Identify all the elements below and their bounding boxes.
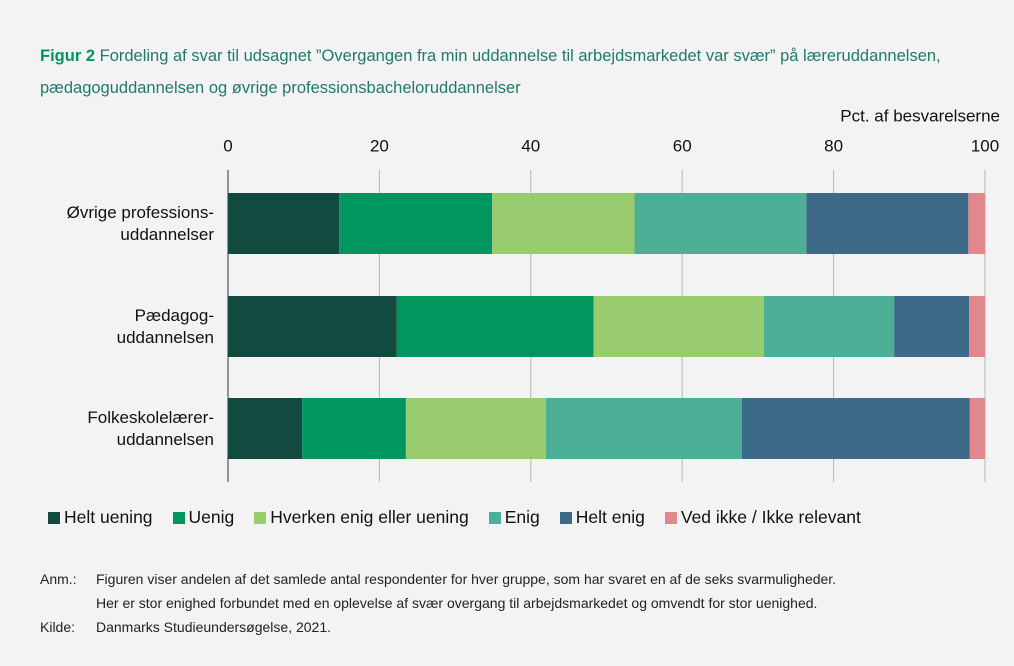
legend: Helt uening Uenig Hverken enig eller uenin… xyxy=(48,507,861,528)
note-line: Danmarks Studieundersøgelse, 2021. xyxy=(96,619,332,635)
bar-segment xyxy=(806,193,969,254)
axis-label: Pct. af besvarelserne xyxy=(840,106,1000,125)
bar-segment xyxy=(593,296,764,357)
note-label: Anm.: xyxy=(40,571,77,587)
legend-item: Ved ikke / Ikke relevant xyxy=(664,507,861,528)
legend-label: Helt enig xyxy=(575,507,645,527)
bar-segment xyxy=(968,193,985,254)
note-line: Her er stor enighed forbundet med en opl… xyxy=(96,595,818,611)
legend-swatch xyxy=(172,511,185,524)
bar-segment xyxy=(634,193,807,254)
legend-swatch xyxy=(664,511,677,524)
legend-item: Enig xyxy=(488,507,540,528)
x-tick-label: 60 xyxy=(673,136,692,155)
note: Anm.: Figuren viser andelen af det samled… xyxy=(40,571,836,611)
bar-segment xyxy=(396,296,594,357)
bar-segment xyxy=(763,296,895,357)
bar-segment xyxy=(405,398,546,459)
x-tick-label: 20 xyxy=(370,136,389,155)
bar-segment xyxy=(228,398,303,459)
note-label: Kilde: xyxy=(40,619,76,635)
legend-label: Helt uening xyxy=(64,507,153,527)
legend-label: Hverken enig eller uening xyxy=(270,507,469,527)
legend-item: Hverken enig eller uening xyxy=(254,507,469,528)
title: Figur 2 Fordeling af svar til udsagnet ”… xyxy=(40,40,990,104)
x-tick-label: 100 xyxy=(971,136,999,155)
title-text: Fordeling af svar til udsagnet ”Overgang… xyxy=(40,47,941,97)
note-text: Figuren viser andelen af det samlede ant… xyxy=(96,567,1014,615)
legend-label: Ved ikke / Ikke relevant xyxy=(680,507,861,527)
title-label: Figur 2 xyxy=(40,47,96,65)
bar-segment xyxy=(742,398,970,459)
legend-item: Uenig xyxy=(172,507,235,528)
legend-swatch xyxy=(48,511,60,524)
note: Kilde: Danmarks Studieundersøgelse, 2021. xyxy=(40,619,331,635)
bar-segment xyxy=(969,296,985,357)
bar-segment xyxy=(492,193,635,254)
note-text: Danmarks Studieundersøgelse, 2021. xyxy=(96,615,1014,639)
bar-segment xyxy=(894,296,970,357)
bar-segment xyxy=(545,398,743,459)
note-line: Figuren viser andelen af det samlede ant… xyxy=(96,571,837,587)
legend-swatch xyxy=(559,511,572,524)
legend-item: Helt uening xyxy=(48,507,153,528)
x-tick-label: 80 xyxy=(824,136,843,155)
bar-segment xyxy=(302,398,406,459)
x-tick-label: 40 xyxy=(521,136,540,155)
x-tick-label: 0 xyxy=(223,136,232,155)
category-label: Pædagog- uddannelsen xyxy=(116,305,214,347)
bar-segment xyxy=(228,296,397,357)
legend-label: Uenig xyxy=(188,507,235,527)
category-label: Folkeskolelærer- uddannelsen xyxy=(87,407,214,449)
category-label: Øvrige professions- uddannelser xyxy=(66,202,214,244)
bar-segment xyxy=(969,398,985,459)
legend-item: Helt enig xyxy=(559,507,645,528)
bar-segment xyxy=(228,193,340,254)
legend-swatch xyxy=(488,511,501,524)
legend-label: Enig xyxy=(504,507,540,527)
bar-segment xyxy=(339,193,493,254)
legend-swatch xyxy=(254,511,267,524)
